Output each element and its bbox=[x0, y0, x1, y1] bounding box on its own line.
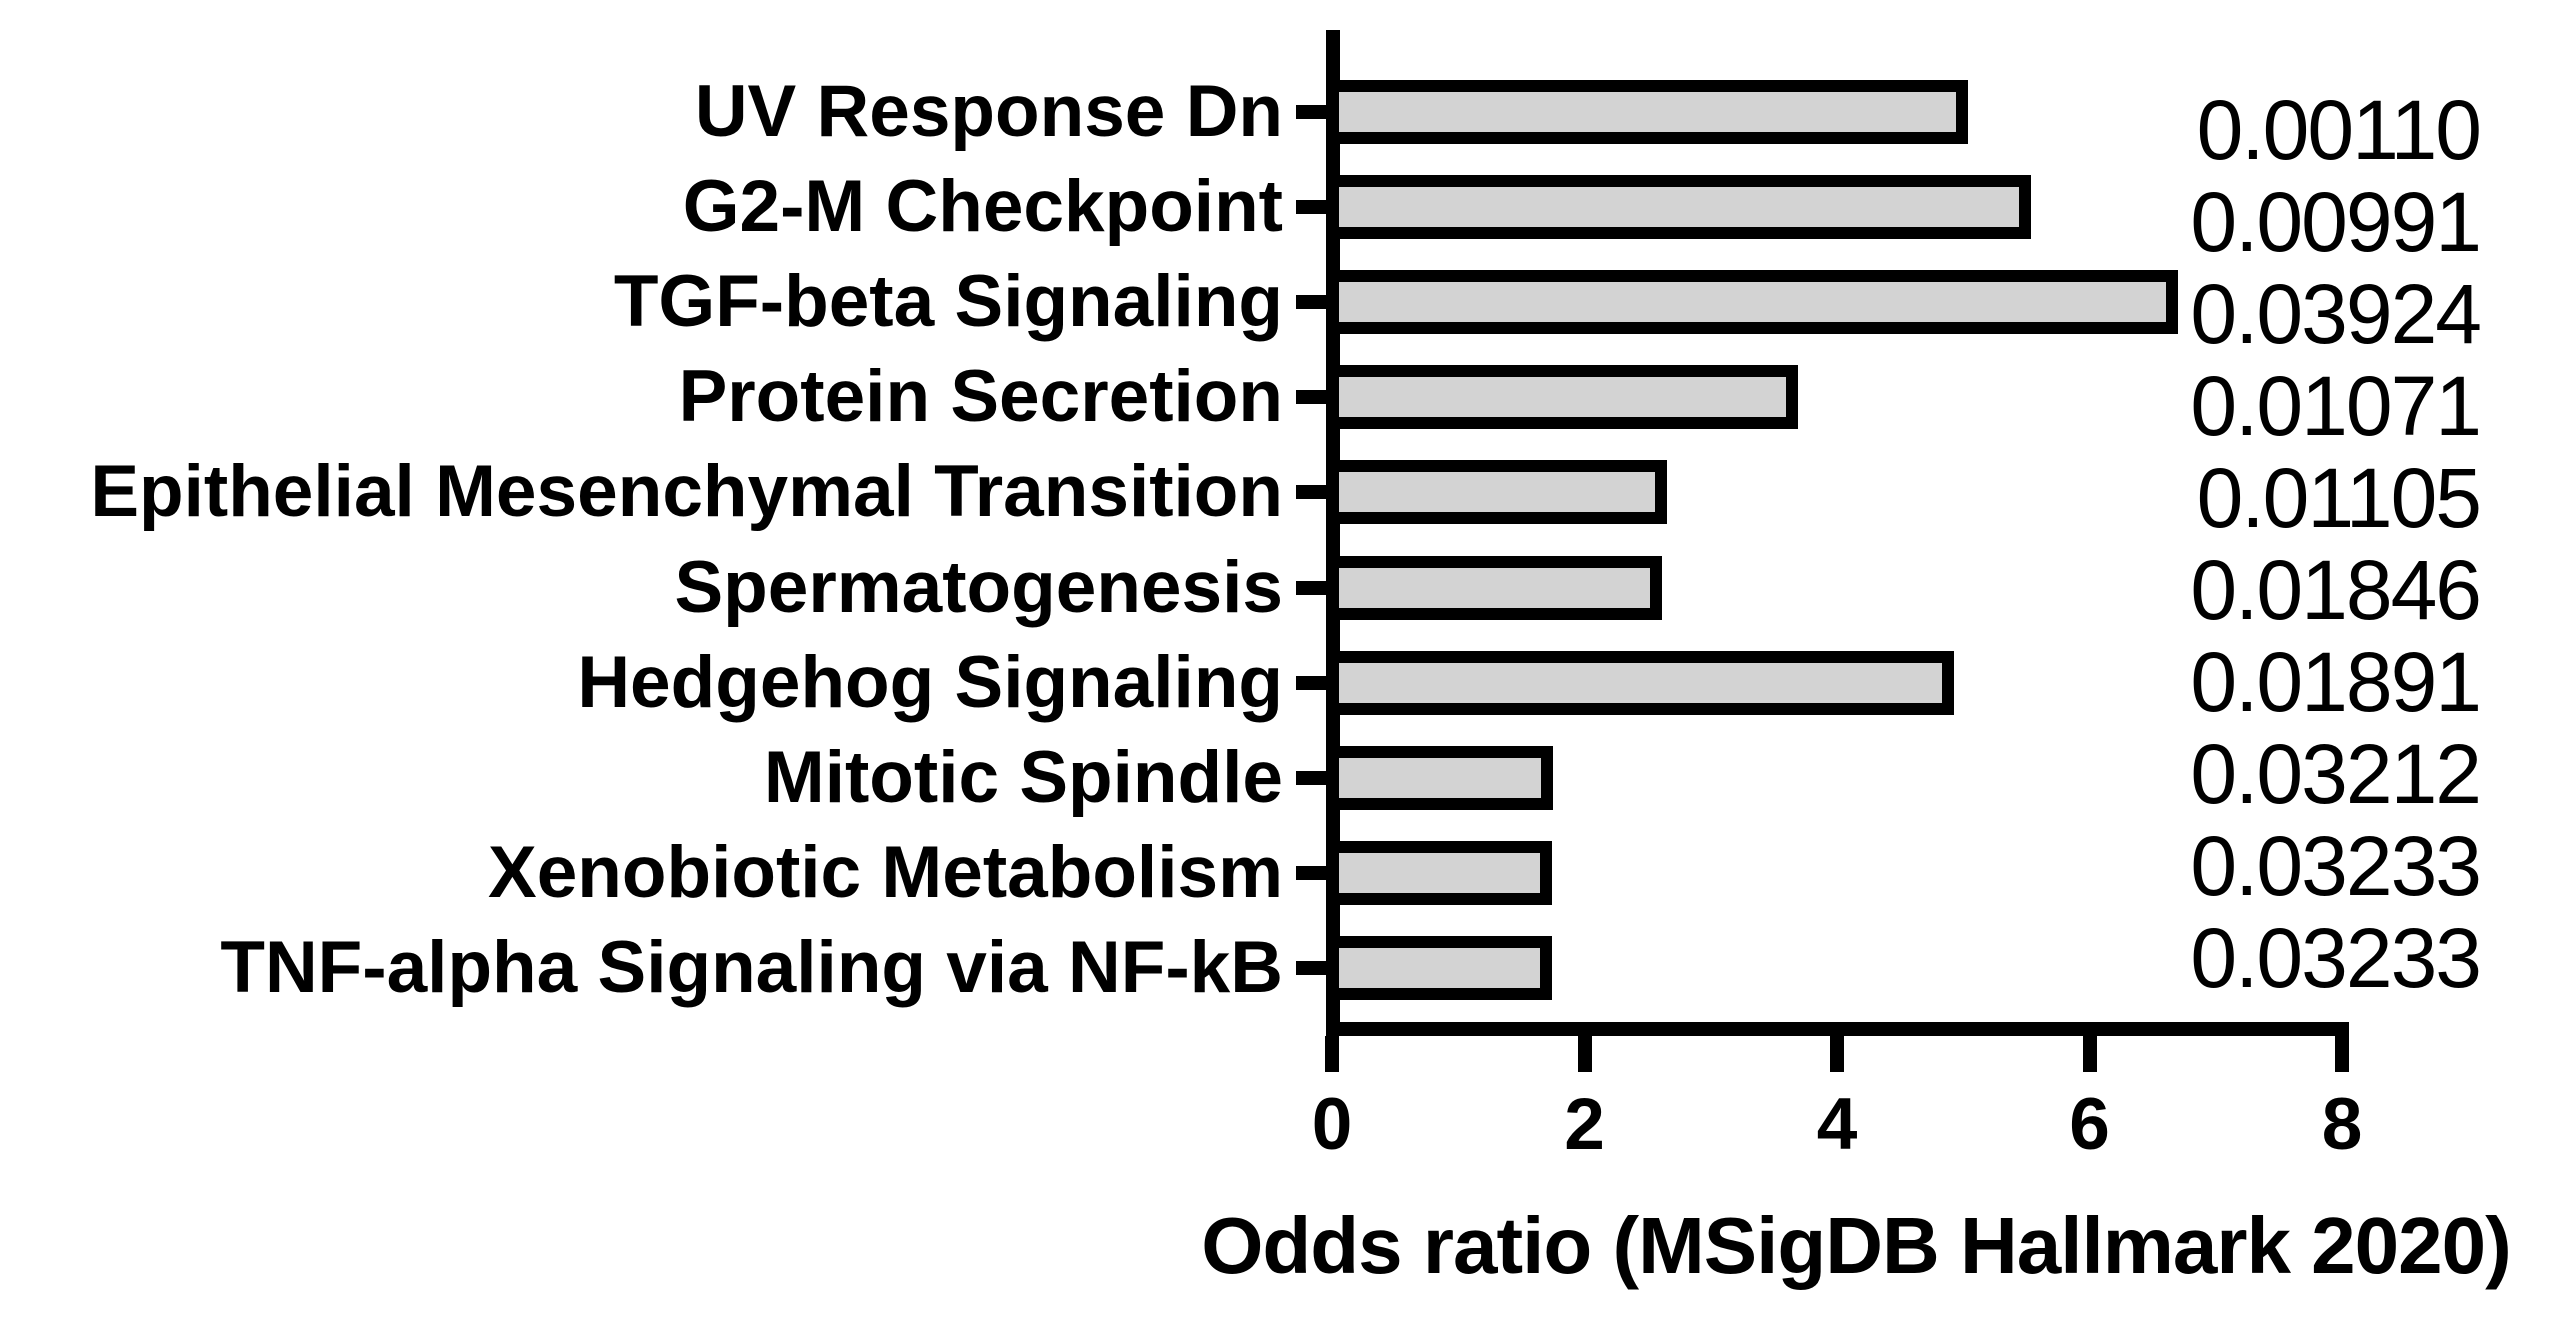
odds-ratio-bar bbox=[1327, 555, 1662, 620]
category-label: UV Response Dn bbox=[694, 70, 1283, 152]
x-axis-line bbox=[1326, 1022, 2349, 1036]
odds-ratio-bar bbox=[1327, 650, 1954, 715]
category-label: TGF-beta Signaling bbox=[613, 260, 1283, 342]
p-value-label: 0.00110 bbox=[2196, 83, 2482, 177]
category-label: Mitotic Spindle bbox=[763, 736, 1283, 818]
p-value-label: 0.03233 bbox=[2190, 911, 2482, 1005]
odds-ratio-bar bbox=[1327, 745, 1553, 810]
p-value-label: 0.01846 bbox=[2190, 543, 2482, 637]
y-axis-tick bbox=[1296, 199, 1328, 214]
odds-ratio-bar bbox=[1327, 79, 1968, 144]
p-value-label: 0.00991 bbox=[2190, 175, 2482, 269]
category-label: Hedgehog Signaling bbox=[577, 641, 1283, 723]
category-label: Epithelial Mesenchymal Transition bbox=[90, 451, 1283, 533]
odds-ratio-bar bbox=[1327, 460, 1667, 525]
category-label: Protein Secretion bbox=[678, 356, 1283, 438]
y-axis-tick bbox=[1296, 294, 1328, 309]
p-value-label: 0.03233 bbox=[2190, 819, 2482, 913]
category-label: G2-M Checkpoint bbox=[682, 165, 1283, 247]
p-value-label: 0.01891 bbox=[2190, 635, 2482, 729]
category-label: Spermatogenesis bbox=[674, 546, 1283, 628]
x-axis-title: Odds ratio (MSigDB Hallmark 2020) bbox=[1201, 1201, 2512, 1290]
category-label: Xenobiotic Metabolism bbox=[488, 832, 1283, 914]
x-axis-tick-label: 0 bbox=[1311, 1084, 1353, 1165]
y-axis-tick bbox=[1296, 390, 1328, 405]
y-axis-tick bbox=[1296, 580, 1328, 595]
odds-ratio-bar bbox=[1327, 841, 1552, 906]
x-axis-tick-label: 4 bbox=[1816, 1084, 1858, 1165]
category-label: TNF-alpha Signaling via NF-kB bbox=[220, 927, 1283, 1009]
y-axis-tick bbox=[1296, 770, 1328, 785]
x-axis-tick bbox=[1830, 1036, 1844, 1072]
x-axis-tick bbox=[1577, 1036, 1592, 1072]
odds-ratio-bar bbox=[1327, 174, 2031, 239]
x-axis-tick-label: 2 bbox=[1564, 1084, 1605, 1165]
y-axis-tick bbox=[1296, 485, 1328, 500]
p-value-label: 0.01071 bbox=[2190, 359, 2482, 453]
y-axis-tick bbox=[1296, 866, 1328, 881]
x-axis-tick bbox=[2335, 1036, 2349, 1072]
odds-ratio-bar bbox=[1327, 269, 2178, 334]
y-axis-tick bbox=[1296, 961, 1328, 976]
p-value-label: 0.03212 bbox=[2190, 727, 2482, 821]
p-value-label: 0.01105 bbox=[2196, 451, 2482, 545]
p-value-label: 0.03924 bbox=[2190, 267, 2482, 361]
x-axis-tick-label: 8 bbox=[2321, 1084, 2363, 1165]
y-axis-tick bbox=[1296, 104, 1328, 119]
y-axis-tick bbox=[1296, 675, 1328, 690]
odds-ratio-bar bbox=[1327, 936, 1552, 1001]
odds-ratio-bar bbox=[1327, 365, 1798, 430]
x-axis-tick-label: 6 bbox=[2069, 1084, 2110, 1165]
x-axis-tick bbox=[2082, 1036, 2097, 1072]
x-axis-tick bbox=[1325, 1036, 1339, 1072]
